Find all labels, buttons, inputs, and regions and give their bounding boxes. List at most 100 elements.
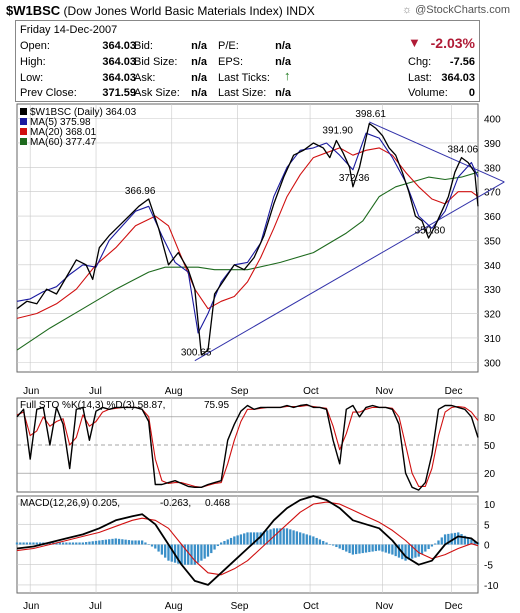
macd-histogram-bar [460,534,463,545]
sto-y-tick-label: 20 [484,469,496,480]
macd-histogram-bar [262,531,266,545]
macd-histogram-bar [299,532,302,545]
macd-histogram-bar [111,538,114,545]
macd-y-tick-label: 10 [484,500,496,511]
macd-histogram-bar [295,531,299,545]
legend-label: MA(5) 375.98 [30,117,91,128]
bid-value: n/a [191,40,207,52]
macd-histogram-bar [203,544,206,559]
low-value: 364.03 [102,72,136,84]
macd-histogram-bar [144,542,147,545]
sto-legend-value: 75.95 [204,400,229,411]
macd-histogram-bar [35,542,38,545]
trendline [194,181,505,362]
macd-histogram-bar [355,544,358,555]
price-y-tick-label: 350 [484,236,501,247]
macd-histogram-bar [55,542,58,545]
brand-logo: ☼ @StockCharts.com [402,4,510,16]
high-value: 364.03 [102,56,136,68]
macd-histogram-bar [98,540,101,545]
price-y-tick-label: 300 [484,358,501,369]
macd-histogram-bar [322,540,325,545]
macd-histogram-bar [19,542,22,545]
macd-histogram-bar [38,542,42,545]
macd-histogram-bar [338,544,341,549]
price-annotation: 366.96 [125,186,156,197]
macd-histogram-bar [394,544,397,557]
symbol: $W1BSC [6,3,61,18]
macd-histogram-bar [374,544,378,552]
macd-histogram-bar [213,544,216,550]
month-label-mid: Sep [231,386,249,397]
macd-histogram-bar [216,544,220,547]
macd-histogram-bar [450,533,453,545]
macd-histogram-bar [160,544,164,555]
macd-histogram-bar [440,537,443,545]
month-label-bottom: Sep [231,601,249,612]
macd-y-tick-label: 0 [484,541,490,552]
ask-value: n/a [191,72,207,84]
macd-histogram-bar [328,543,331,545]
price-line [16,122,479,356]
bid-label: Bid: [134,40,153,52]
macd-histogram-bar [318,539,322,545]
price-annotation: 384.06 [448,144,479,155]
macd-histogram-bar [131,540,134,545]
macd-histogram-bar [378,544,381,551]
legend-label: MA(20) 368.01 [30,127,97,138]
macd-histogram-bar [223,540,226,545]
macd-histogram-bar [15,542,19,545]
open-label: Open: [20,40,50,52]
price-y-tick-label: 390 [484,139,501,150]
macd-histogram-bar [420,544,424,555]
macd-histogram-bar [473,540,476,545]
macd-histogram-bar [289,529,292,545]
macd-histogram-bar [410,544,414,559]
macd-histogram-bar [206,544,210,557]
ma60-line [16,171,479,351]
macd-line [16,495,479,586]
macd-histogram-bar [147,544,150,545]
macd-histogram-bar [252,532,256,545]
macd-histogram-bar [236,535,239,545]
macd-histogram-bar [94,540,98,545]
macd-histogram-bar [48,542,52,545]
price-annotation: 372.36 [339,173,370,184]
macd-histogram-bar [266,530,269,545]
macd-histogram-bar [180,544,183,565]
bid-size-value: n/a [191,56,207,68]
macd-histogram-bar [127,540,131,545]
price-annotation: 398.61 [355,109,386,120]
macd-histogram-bar [249,532,252,545]
legend-swatch [20,118,27,125]
sto-pane-frame [16,397,479,493]
macd-histogram-bar [463,535,466,545]
macd-histogram-bar [312,536,315,545]
macd-histogram-bar [154,544,157,549]
legend-swatch [20,128,27,135]
macd-histogram-bar [387,544,391,554]
month-label-mid: Nov [376,386,394,397]
change-percent: -2.03% [430,35,475,51]
legend-swatch [20,138,27,145]
macd-histogram-bar [434,543,437,545]
sto-k-line [16,403,479,491]
sto-y-tick-label: 50 [484,441,496,452]
macd-histogram-bar [140,540,144,545]
macd-histogram-bar [61,542,65,545]
macd-histogram-bar [407,544,411,560]
macd-histogram-bar [229,537,233,545]
macd-histogram-bar [417,544,420,557]
exchange: INDX [286,4,315,18]
macd-histogram-bar [246,532,249,545]
macd-legend-signal: -0.263, [160,498,191,509]
month-label-mid: Aug [165,386,183,397]
chart-header: $W1BSC (Dow Jones World Basic Materials … [6,3,315,18]
macd-histogram-bar [58,542,61,545]
macd-histogram-bar [137,540,140,545]
macd-histogram-bar [22,542,25,545]
macd-histogram-bar [358,544,361,554]
price-y-tick-label: 340 [484,261,501,272]
price-annotation: 300.65 [181,348,212,359]
